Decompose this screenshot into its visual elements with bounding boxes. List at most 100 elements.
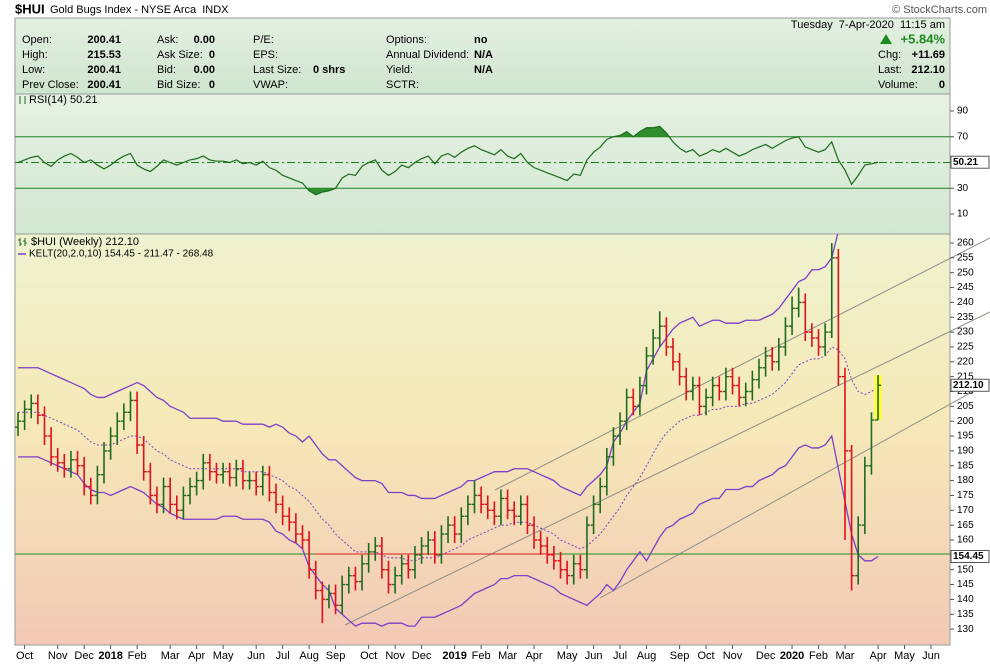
- x-tick-label: Apr: [870, 650, 887, 662]
- rsi-panel: [14, 93, 951, 235]
- x-tick-label: Apr: [525, 650, 542, 662]
- x-tick-label: Dec: [756, 650, 776, 662]
- x-tick-label: Dec: [412, 650, 432, 662]
- y-tick-label: 70: [957, 131, 969, 142]
- quote-label: Ask:: [157, 34, 178, 46]
- price-tag-box: [950, 378, 990, 392]
- x-tick-label: 2019: [442, 650, 466, 662]
- x-tick-label: Nov: [48, 650, 68, 662]
- y-tick-label: 165: [957, 520, 974, 531]
- quote-label: Ask Size:: [157, 49, 203, 61]
- summary-label: Volume:: [878, 79, 918, 91]
- y-tick-label: 250: [957, 267, 974, 278]
- quote-label: Bid:: [157, 64, 176, 76]
- quote-value: no: [474, 34, 488, 46]
- x-tick-label: Mar: [161, 650, 180, 662]
- summary-value: +11.69: [912, 49, 945, 61]
- quote-value: N/A: [474, 49, 493, 61]
- quote-label: High:: [22, 49, 48, 61]
- price-plot: [15, 234, 882, 627]
- y-tick-label: 200: [957, 416, 974, 427]
- symbol: $HUI: [15, 1, 45, 16]
- x-tick-label: Jul: [613, 650, 627, 662]
- x-tick-label: Aug: [299, 650, 319, 662]
- quote-value: 200.41: [87, 79, 121, 91]
- quote-label: Low:: [22, 64, 45, 76]
- quote-label: EPS:: [253, 49, 278, 61]
- price-legend: [18, 238, 27, 255]
- price-panel: [14, 233, 951, 646]
- quote-label: Yield:: [386, 64, 413, 76]
- copyright: © StockCharts.com: [892, 4, 987, 16]
- price-title: $HUI (Weekly) 212.10: [31, 236, 139, 248]
- y-tick-label: 220: [957, 356, 974, 367]
- x-tick-label: Jun: [585, 650, 603, 662]
- y-tick-label: 30: [957, 183, 969, 194]
- y-tick-label: 240: [957, 297, 974, 308]
- x-tick-label: May: [894, 650, 915, 662]
- rsi-title: RSI(14) 50.21: [29, 94, 97, 106]
- x-tick-label: May: [213, 650, 234, 662]
- quote-value: 200.41: [87, 34, 121, 46]
- kelt-lower: [18, 434, 879, 627]
- price-tag-box: [950, 549, 990, 563]
- quote-value: N/A: [474, 64, 493, 76]
- x-tick-label: Oct: [360, 650, 377, 662]
- x-tick-label: Dec: [74, 650, 94, 662]
- y-tick-label: 90: [957, 106, 969, 117]
- x-tick-label: Oct: [697, 650, 714, 662]
- quote-label: Annual Dividend:: [386, 49, 469, 61]
- price-tag-label: 212.10: [953, 380, 984, 391]
- x-tick-label: Oct: [16, 650, 33, 662]
- y-tick-label: 255: [957, 252, 974, 263]
- y-tick-label: 195: [957, 431, 974, 442]
- x-tick-label: Mar: [836, 650, 855, 662]
- quote-value: 200.41: [87, 64, 121, 76]
- y-tick-label: 10: [957, 209, 969, 220]
- quote-value: 0: [209, 49, 215, 61]
- rsi-legend: [19, 96, 26, 104]
- summary-label: Last:: [878, 64, 902, 76]
- y-tick-label: 190: [957, 446, 974, 457]
- quote-panel: [14, 17, 951, 95]
- x-tick-label: Nov: [723, 650, 743, 662]
- quote-label: Prev Close:: [22, 79, 79, 91]
- x-tick-label: Feb: [128, 650, 147, 662]
- summary-value: 212.10: [911, 64, 945, 76]
- y-tick-label: 235: [957, 312, 974, 323]
- y-tick-label: 175: [957, 490, 974, 501]
- timestamp: Tuesday 7-Apr-2020 11:15 am: [791, 19, 945, 31]
- rsi-line: [17, 125, 879, 196]
- bar-icon: [18, 238, 27, 246]
- x-tick-label: Feb: [472, 650, 491, 662]
- y-tick-label: 135: [957, 609, 974, 620]
- x-tick-label: 2018: [98, 650, 122, 662]
- quote-value: 215.53: [87, 49, 121, 61]
- rsi-overbought-fill: [18, 126, 879, 137]
- kelt-legend: KELT(20,2.0,10) 154.45 - 211.47 - 268.48: [29, 249, 214, 260]
- x-tick-label: Jun: [922, 650, 940, 662]
- kelt-upper: [18, 234, 839, 500]
- index-name: Gold Bugs Index - NYSE Arca INDX: [50, 4, 229, 16]
- channel-line: [599, 381, 990, 599]
- quote-label: Open:: [22, 34, 52, 46]
- price-tag-box: [950, 155, 990, 169]
- x-tick-label: 2020: [780, 650, 804, 662]
- x-tick-label: Aug: [637, 650, 657, 662]
- y-tick-label: 145: [957, 579, 974, 590]
- quote-label: Bid Size:: [157, 79, 200, 91]
- x-tick-label: Apr: [188, 650, 205, 662]
- y-tick-label: 260: [957, 238, 974, 249]
- y-tick-label: 160: [957, 535, 974, 546]
- change-percent: +5.84%: [901, 31, 946, 46]
- quote-label: VWAP:: [253, 79, 288, 91]
- y-tick-label: 140: [957, 594, 974, 605]
- quote-value: 0.00: [194, 64, 215, 76]
- x-tick-label: Jul: [276, 650, 290, 662]
- y-tick-label: 225: [957, 342, 974, 353]
- summary-label: Chg:: [878, 49, 901, 61]
- y-tick-label: 130: [957, 624, 974, 635]
- quote-label: Last Size:: [253, 64, 301, 76]
- y-tick-label: 180: [957, 475, 974, 486]
